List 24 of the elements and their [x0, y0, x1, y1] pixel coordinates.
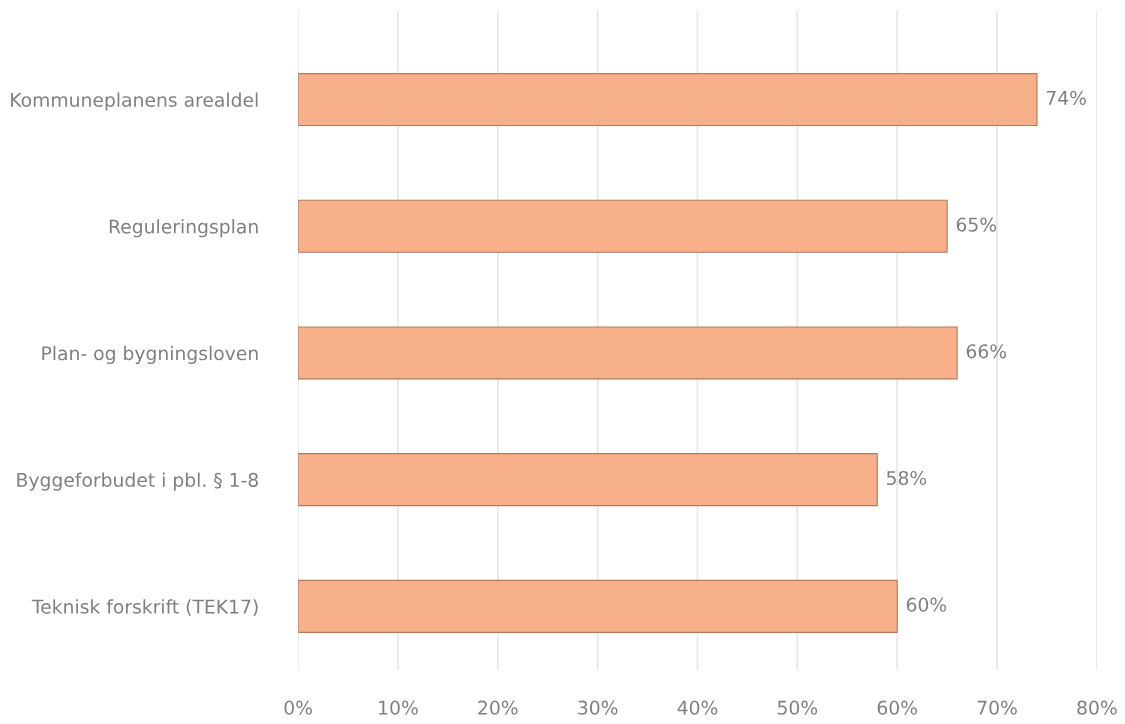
- data-label: 65%: [956, 217, 997, 232]
- data-label: 60%: [906, 597, 947, 612]
- x-tick-label: 20%: [478, 700, 518, 715]
- x-tick-label: 10%: [379, 700, 418, 715]
- x-tick-label: 50%: [777, 700, 818, 715]
- x-tick-label: 40%: [677, 700, 718, 715]
- x-tick-label: 30%: [578, 700, 618, 715]
- data-label: 66%: [966, 344, 1007, 359]
- y-tick-label: Plan- og bygningsloven: [42, 345, 258, 364]
- bar: [298, 579, 898, 633]
- data-label: 58%: [887, 470, 927, 486]
- bar: [298, 73, 1038, 127]
- bar: [298, 326, 958, 380]
- x-tick-label: 0%: [284, 700, 312, 715]
- x-tick-label: 80%: [1077, 700, 1117, 715]
- x-tick-label: 60%: [877, 700, 917, 715]
- y-tick-label: Teknisk forskrift (TEK17): [31, 599, 258, 616]
- y-tick-label: Byggeforbudet i pbl. § 1-8: [17, 472, 258, 491]
- bar: [298, 199, 948, 253]
- data-label: 74%: [1046, 90, 1086, 105]
- y-tick-label: Reguleringsplan: [109, 219, 258, 238]
- x-tick-label: 70%: [977, 700, 1017, 715]
- bar: [298, 453, 878, 507]
- y-tick-label: Kommuneplanens arealdel: [11, 92, 258, 111]
